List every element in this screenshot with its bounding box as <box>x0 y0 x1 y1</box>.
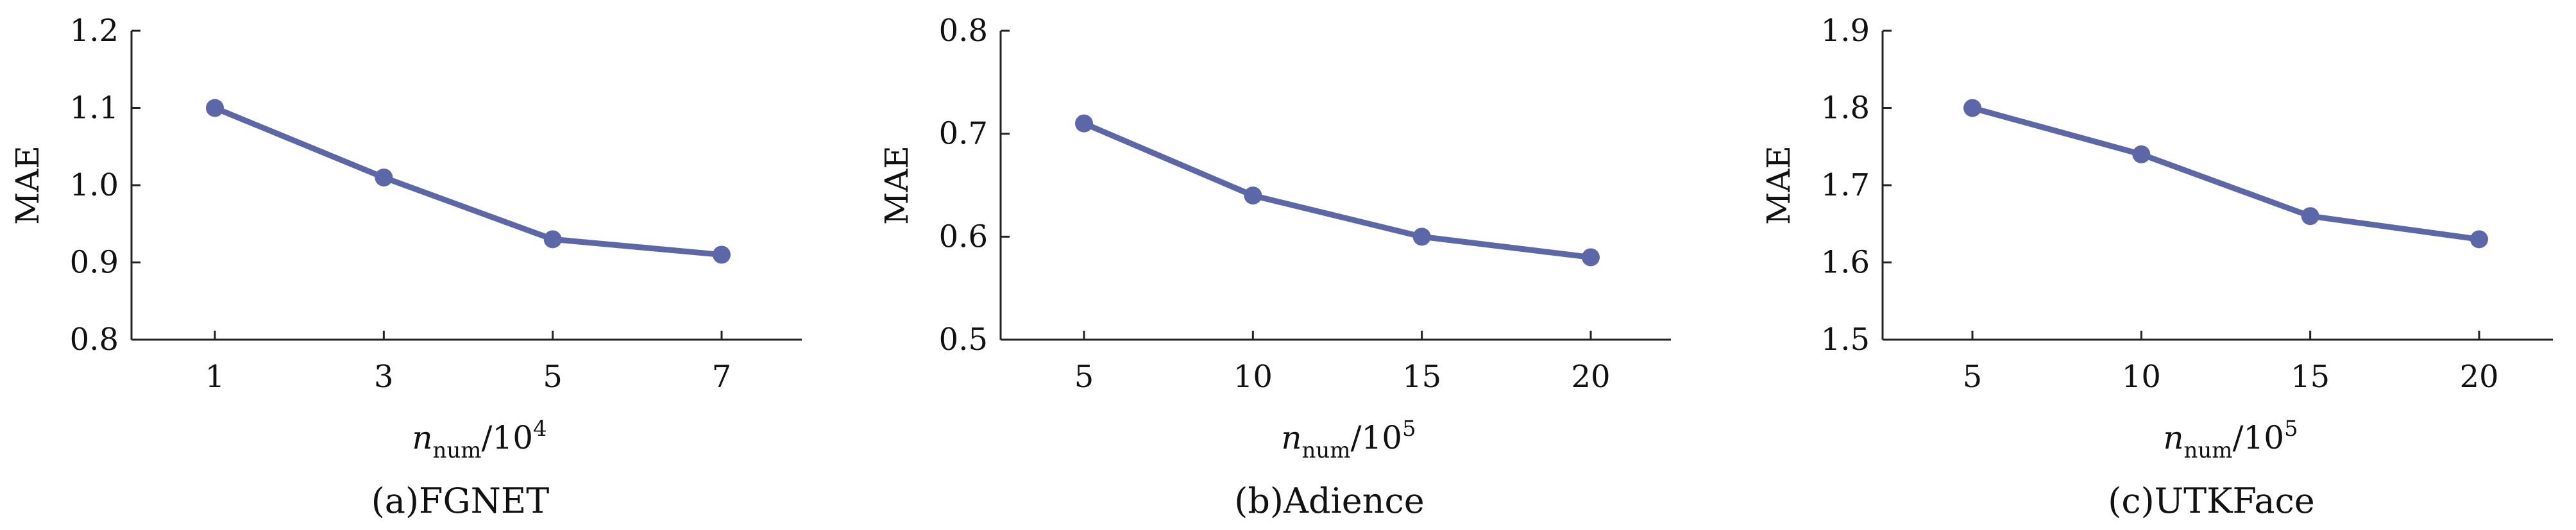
data-point <box>713 245 731 264</box>
panel-utkface: 1.51.61.71.81.95 10 15 20MAEnnum/105(c)UTKF… <box>1760 13 2553 521</box>
x-axis-suffix: /10 <box>482 419 533 456</box>
y-tick-label: 0.6 <box>939 219 988 254</box>
x-tick-label: 20 <box>2459 359 2498 395</box>
data-point <box>2470 230 2488 249</box>
series-line <box>1969 105 2482 242</box>
panel-fgnet: 0.8 0.9 1.0 1.1 1.2 1 3 5 7 MAE nnum/104 (a)FGNET <box>9 13 802 521</box>
data-point <box>1075 114 1093 133</box>
x-tick-label: 10 <box>2122 359 2161 395</box>
x-axis-subscript: num <box>1302 438 1351 463</box>
y-tick-label: 1.1 <box>70 90 119 126</box>
x-axis-variable: n <box>412 419 432 456</box>
x-tick-label: 5 <box>543 359 563 395</box>
x-axis-suffix: /10 <box>1351 419 1402 456</box>
y-tick-label: 1.7 <box>1821 167 1870 203</box>
x-axis-title: nnum/105 <box>2163 416 2298 463</box>
x-tick-label: 10 <box>1233 359 1273 395</box>
data-point <box>375 168 393 186</box>
x-tick-label: 1 <box>205 359 225 395</box>
y-axis-title: MAE <box>1760 145 1797 225</box>
y-axis-title: MAE <box>878 145 915 225</box>
data-point <box>1963 99 1981 117</box>
y-tick-label: 1.8 <box>1821 90 1870 126</box>
y-tick-label: 0.7 <box>939 116 988 152</box>
y-tick-label: 1.2 <box>70 13 119 49</box>
x-axis-exponent: 5 <box>1402 416 1416 442</box>
y-tick-label: 0.8 <box>939 13 988 49</box>
data-point <box>2301 207 2319 226</box>
data-point <box>543 230 562 249</box>
panel-caption: (c)UTKFace <box>2108 481 2314 521</box>
y-tick-label: 1.9 <box>1821 13 1870 49</box>
x-axis-subscript: num <box>2184 438 2233 463</box>
x-tick-label: 7 <box>712 359 732 395</box>
x-tick-label: 5 <box>1074 359 1094 395</box>
y-tick-label: 1.0 <box>70 167 119 203</box>
x-axis-variable: n <box>1281 419 1301 456</box>
y-tick-label: 0.8 <box>70 322 119 358</box>
series-line <box>1081 120 1594 260</box>
y-tick-label: 0.9 <box>70 245 119 281</box>
x-axis-exponent: 4 <box>533 416 547 442</box>
x-tick-label: 5 <box>1963 359 1983 395</box>
x-tick-label: 15 <box>1402 359 1441 395</box>
y-tick-label: 1.5 <box>1821 322 1870 358</box>
data-point <box>206 99 224 117</box>
panel-caption: (a)FGNET <box>371 481 550 521</box>
data-point <box>1582 248 1600 267</box>
x-axis-title: nnum/105 <box>1281 416 1416 463</box>
x-axis-suffix: /10 <box>2233 419 2284 456</box>
data-point <box>2132 145 2151 163</box>
x-tick-label: 20 <box>1571 359 1610 395</box>
y-tick-label: 1.6 <box>1821 245 1870 281</box>
x-axis-variable: n <box>2163 419 2183 456</box>
x-tick-label: 3 <box>374 359 394 395</box>
y-tick-label: 0.5 <box>939 322 988 358</box>
y-axis-title: MAE <box>9 145 46 225</box>
data-point <box>1244 186 1262 205</box>
series-line <box>212 105 725 258</box>
x-tick-label: 15 <box>2291 359 2330 395</box>
panel-caption: (b)Adience <box>1234 481 1424 521</box>
x-axis-title: nnum/104 <box>412 416 547 463</box>
x-axis-subscript: num <box>433 438 482 463</box>
x-axis-exponent: 5 <box>2284 416 2298 442</box>
data-point <box>1412 228 1431 246</box>
